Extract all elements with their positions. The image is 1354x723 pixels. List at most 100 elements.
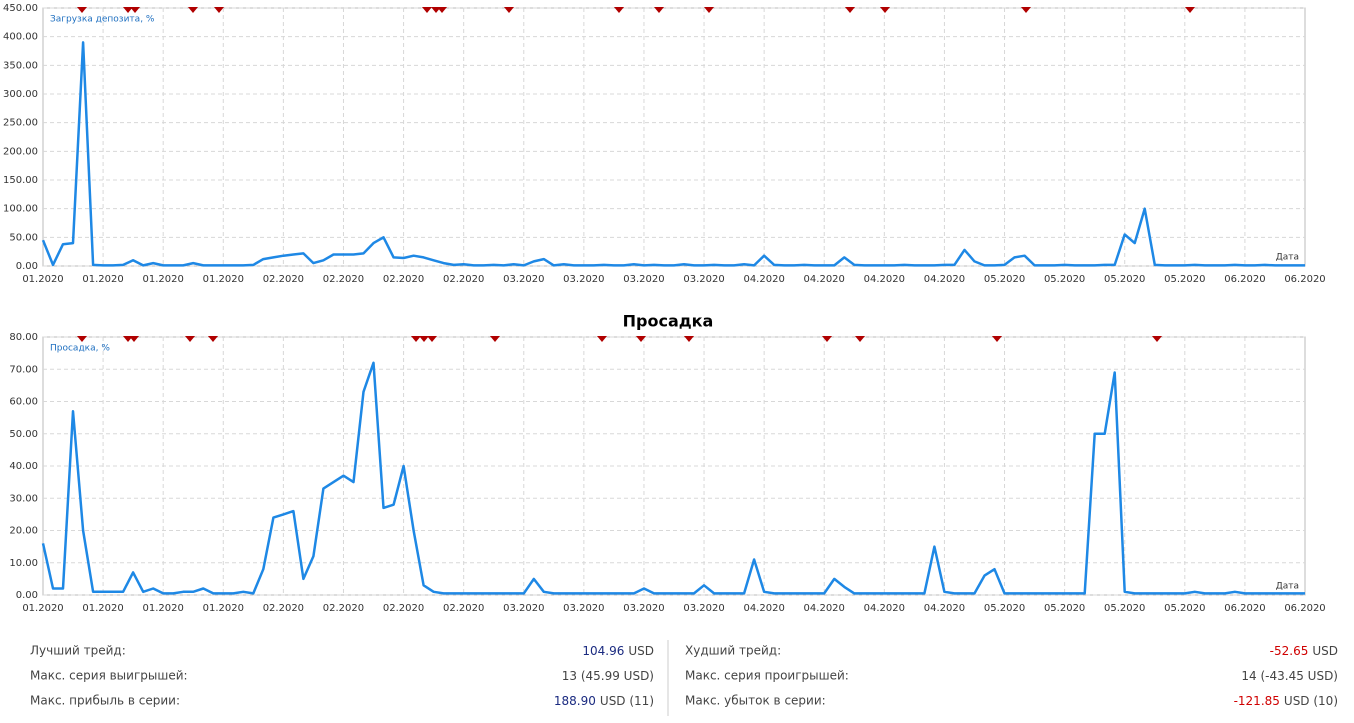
x-tick-label: 04.2020 — [864, 603, 905, 614]
x-tick-label: 05.2020 — [1164, 603, 1205, 614]
x-tick-label: 04.2020 — [864, 274, 905, 285]
trade-marker — [214, 7, 224, 13]
x-tick-label: 02.2020 — [383, 603, 424, 614]
plot-area — [42, 7, 1306, 267]
trade-marker — [636, 336, 646, 342]
trade-marker — [130, 7, 140, 13]
stat-unit: USD (11) — [600, 694, 654, 708]
y-tick-label: 400.00 — [3, 32, 38, 43]
trade-marker — [1021, 7, 1031, 13]
stat-label: Худший трейд: — [685, 644, 781, 658]
x-tick-label: 02.2020 — [323, 274, 364, 285]
x-tick-label: 04.2020 — [924, 274, 965, 285]
x-tick-label: 02.2020 — [323, 603, 364, 614]
trade-marker — [654, 7, 664, 13]
trade-marker — [77, 7, 87, 13]
data-line — [41, 41, 1305, 267]
x-tick-label: 03.2020 — [623, 274, 664, 285]
trade-marker — [77, 336, 87, 342]
trade-marker — [185, 336, 195, 342]
stat-value: -52.65 USD — [1270, 644, 1338, 658]
trade-marker — [880, 7, 890, 13]
trade-marker — [123, 7, 133, 13]
y-tick-label: 450.00 — [3, 3, 38, 14]
y-tick-label: 70.00 — [9, 364, 38, 375]
y-tick-label: 150.00 — [3, 175, 38, 186]
stat-unit: USD — [628, 644, 654, 658]
x-tick-label: 03.2020 — [503, 603, 544, 614]
trade-marker — [845, 7, 855, 13]
trade-marker — [1185, 7, 1195, 13]
trade-marker — [822, 336, 832, 342]
x-tick-label: 01.2020 — [143, 603, 184, 614]
trade-marker — [422, 7, 432, 13]
trade-marker — [855, 336, 865, 342]
series-label: Просадка, % — [50, 344, 110, 354]
y-tick-label: 300.00 — [3, 89, 38, 100]
y-tick-label: 0.00 — [16, 261, 38, 272]
x-tick-label: 03.2020 — [503, 274, 544, 285]
stat-label: Макс. убыток в серии: — [685, 694, 826, 708]
x-tick-label: 04.2020 — [743, 603, 784, 614]
x-tick-label: 01.2020 — [82, 274, 123, 285]
stat-value: 104.96 USD — [582, 644, 654, 658]
trade-marker — [704, 7, 714, 13]
y-tick-label: 200.00 — [3, 146, 38, 157]
trade-marker — [1152, 336, 1162, 342]
y-tick-label: 0.00 — [16, 590, 38, 601]
y-tick-label: 10.00 — [9, 558, 38, 569]
stat-unit: USD (10) — [1284, 694, 1338, 708]
x-tick-label: 01.2020 — [22, 274, 63, 285]
trade-marker — [490, 336, 500, 342]
x-tick-label: 04.2020 — [804, 274, 845, 285]
x-tick-label: 01.2020 — [22, 603, 63, 614]
x-tick-label: 04.2020 — [743, 274, 784, 285]
x-tick-label: 05.2020 — [1104, 603, 1145, 614]
y-tick-label: 60.00 — [9, 397, 38, 408]
trade-marker — [188, 7, 198, 13]
x-tick-label: 02.2020 — [263, 274, 304, 285]
trade-marker — [684, 336, 694, 342]
x-tick-label: 06.2020 — [1224, 274, 1265, 285]
x-tick-label: 02.2020 — [263, 603, 304, 614]
y-tick-label: 350.00 — [3, 60, 38, 71]
stat-value: 188.90 USD (11) — [554, 694, 654, 708]
x-tick-label: 05.2020 — [1104, 274, 1145, 285]
stat-label: Макс. прибыль в серии: — [30, 694, 180, 708]
y-tick-label: 100.00 — [3, 204, 38, 215]
stat-value: -121.85 USD (10) — [1234, 694, 1338, 708]
y-tick-label: 40.00 — [9, 461, 38, 472]
x-tick-label: 01.2020 — [82, 603, 123, 614]
x-tick-label: 03.2020 — [563, 274, 604, 285]
x-tick-label: 02.2020 — [443, 274, 484, 285]
x-tick-label: 05.2020 — [984, 274, 1025, 285]
x-tick-label: 03.2020 — [683, 603, 724, 614]
x-tick-label: 05.2020 — [1164, 274, 1205, 285]
y-tick-label: 250.00 — [3, 118, 38, 129]
stat-label: Макс. серия проигрышей: — [685, 669, 849, 683]
x-tick-label: 06.2020 — [1224, 603, 1265, 614]
y-tick-label: 30.00 — [9, 493, 38, 504]
x-tick-label: 02.2020 — [383, 274, 424, 285]
stat-number: -121.85 — [1234, 694, 1280, 708]
x-tick-label: 02.2020 — [443, 603, 484, 614]
trade-marker — [992, 336, 1002, 342]
trade-marker — [597, 336, 607, 342]
y-tick-label: 50.00 — [9, 232, 38, 243]
stat-number: 104.96 — [582, 644, 624, 658]
trade-marker — [419, 336, 429, 342]
trade-marker — [427, 336, 437, 342]
x-tick-label: 06.2020 — [1284, 274, 1325, 285]
stat-number: 13 (45.99 USD) — [562, 669, 654, 683]
x-tick-label: 01.2020 — [143, 274, 184, 285]
x-tick-label: 05.2020 — [984, 603, 1025, 614]
trade-marker — [614, 7, 624, 13]
x-tick-label: 05.2020 — [1044, 274, 1085, 285]
x-tick-label: 04.2020 — [924, 603, 965, 614]
data-line — [41, 361, 1305, 595]
chart-title: Просадка — [623, 312, 714, 331]
trade-marker — [208, 336, 218, 342]
stat-number: -52.65 — [1270, 644, 1309, 658]
